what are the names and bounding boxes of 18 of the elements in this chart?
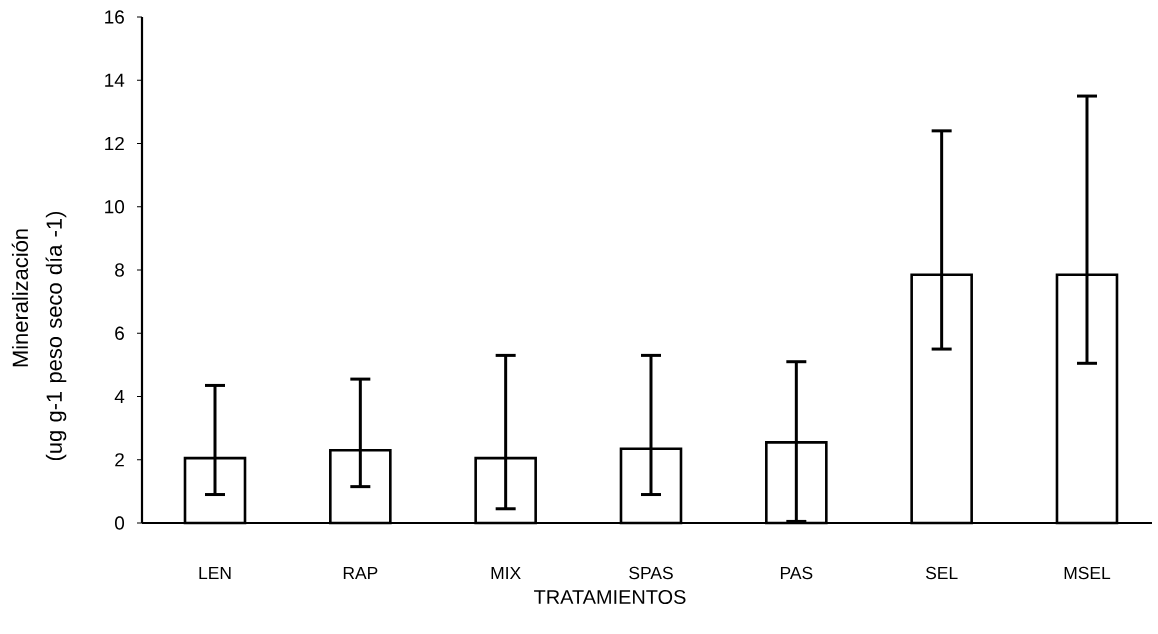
y-axis-title: Mineralización (ug g-1 peso seco día -1) [11,211,67,461]
y-tick-label: 14 [105,73,125,87]
x-tick-label: RAP [343,567,378,579]
x-tick-label: SPAS [629,566,673,580]
x-tick-label: LEN [199,567,231,579]
x-axis-title: TRATAMIENTOS [534,589,686,605]
y-tick-label: 12 [105,136,124,151]
y-tick-label: 8 [115,263,124,277]
x-tick-label: SEL [925,566,958,580]
x-tick-label: MSEL [1064,566,1111,580]
y-tick-label: 4 [114,389,125,404]
y-tick-label: 0 [115,516,125,530]
y-tick-label: 10 [105,200,125,214]
x-tick-label: PAS [780,566,813,580]
y-tick-label: 6 [115,326,124,340]
y-tick-label: 2 [115,453,124,467]
y-tick-label: 16 [105,10,124,24]
x-tick-label: MIX [491,567,521,579]
